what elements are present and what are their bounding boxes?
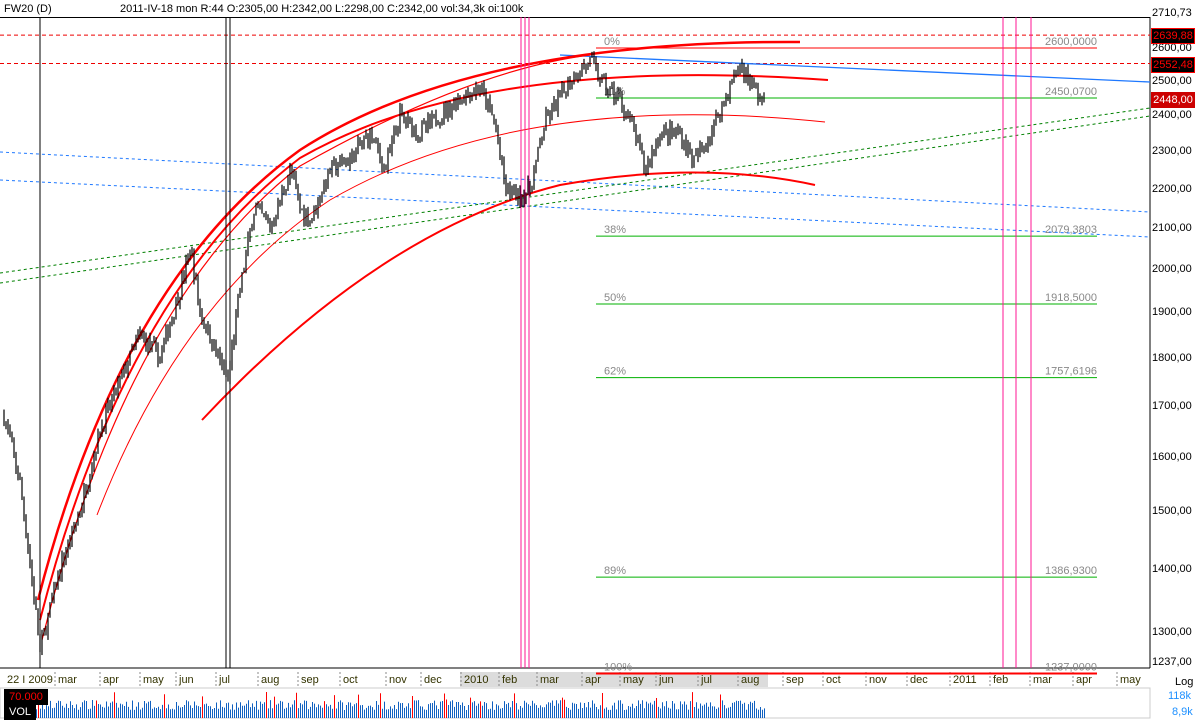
- y-tick-label: 1900,00: [1152, 306, 1192, 319]
- x-tick-label: sep: [301, 674, 319, 686]
- x-tick-label: 2011: [953, 674, 977, 686]
- y-tick-label: 2000,00: [1152, 262, 1192, 275]
- x-tick-label: may: [623, 674, 644, 686]
- green-dashed-trend-line: [0, 115, 1151, 284]
- y-tick-label: 1237,00: [1152, 656, 1192, 668]
- x-tick-label: feb: [502, 674, 518, 686]
- y-tick-label: 2400,00: [1152, 109, 1192, 122]
- price-badge: 2552,48: [1151, 56, 1195, 73]
- y-tick-label: 1300,00: [1152, 625, 1192, 638]
- blue-dashed-trend-line: [0, 179, 1151, 238]
- x-tick-label: may: [1120, 674, 1141, 686]
- date-axis-highlight: [460, 672, 768, 687]
- x-tick-label: jun: [659, 674, 674, 686]
- fib-value-label: 1757,6196: [1045, 366, 1097, 378]
- fib-percent-label: 100%: [604, 661, 632, 673]
- x-tick-label: aug: [741, 674, 760, 686]
- fib-value-label: 2450,0700: [1045, 86, 1097, 98]
- fib-percent-label: 0%: [604, 36, 620, 48]
- x-tick-label: jul: [219, 674, 231, 686]
- fib-percent-label: 89%: [604, 565, 626, 577]
- y-tick-label: 1400,00: [1152, 563, 1192, 576]
- fib-value-label: 1918,5000: [1045, 292, 1097, 304]
- symbol-label: FW20 (D): [4, 3, 52, 15]
- x-tick-label: mar: [540, 674, 559, 686]
- x-tick-label: aug: [261, 674, 280, 686]
- x-tick-label: apr: [103, 674, 119, 686]
- arc-line: [36, 40, 801, 601]
- volume-scale-min: 8,9k: [1172, 706, 1193, 718]
- blue-trend-line: [559, 54, 1151, 83]
- y-tick-label: 1800,00: [1152, 351, 1192, 364]
- x-tick-label: may: [143, 674, 164, 686]
- y-tick-label: 1500,00: [1152, 505, 1192, 518]
- x-tick-label: feb: [993, 674, 1009, 686]
- x-tick-label: nov: [869, 674, 887, 686]
- x-tick-label: nov: [389, 674, 407, 686]
- arc-line: [96, 114, 826, 516]
- arc-line: [201, 171, 816, 421]
- x-tick-label: apr: [585, 674, 601, 686]
- y-tick-label: 1700,00: [1152, 399, 1192, 412]
- fib-value-label: 1237,0000: [1045, 661, 1097, 673]
- x-tick-label: jul: [701, 674, 713, 686]
- x-tick-label: sep: [786, 674, 804, 686]
- bar-info: 2011-IV-18 mon R:44 O:2305,00 H:2342,00 …: [120, 3, 524, 15]
- fib-value-label: 2600,0000: [1045, 36, 1097, 48]
- x-tick-label: mar: [58, 674, 77, 686]
- x-tick-label: dec: [910, 674, 928, 686]
- fib-percent-label: 50%: [604, 292, 626, 304]
- fib-percent-label: 62%: [604, 366, 626, 378]
- chart-header: FW20 (D) 2011-IV-18 mon R:44 O:2305,00 H…: [0, 0, 1150, 18]
- volume-value-badge: 70.000: [4, 689, 48, 705]
- fib-value-label: 2079,3803: [1045, 224, 1097, 236]
- y-tick-label: 2200,00: [1152, 182, 1192, 195]
- x-tick-label: dec: [424, 674, 442, 686]
- y-tick-label: 2300,00: [1152, 145, 1192, 158]
- volume-scale-max: 118k: [1168, 690, 1192, 702]
- price-badge: 2448,00: [1151, 91, 1195, 108]
- price-badge: 2639,88: [1151, 28, 1195, 45]
- x-tick-label: 22 I 2009: [7, 674, 53, 686]
- y-tick-label: 1600,00: [1152, 450, 1192, 463]
- y-tick-label: 2500,00: [1152, 75, 1192, 88]
- x-tick-label: jun: [179, 674, 194, 686]
- x-tick-label: apr: [1076, 674, 1092, 686]
- fib-value-label: 1386,9300: [1045, 565, 1097, 577]
- y-tick-label: 2600,00: [1152, 42, 1192, 54]
- x-tick-label: oct: [826, 674, 841, 686]
- y-tick-label: 2710,73: [1152, 6, 1192, 19]
- x-tick-label: mar: [1033, 674, 1052, 686]
- x-tick-label: 2010: [464, 674, 489, 686]
- green-dashed-trend-line: [0, 107, 1151, 274]
- y-tick-label: 2100,00: [1152, 221, 1192, 234]
- log-scale-label: Log: [1175, 676, 1194, 688]
- x-tick-label: oct: [343, 674, 358, 686]
- volume-label: VOL: [4, 704, 36, 720]
- fib-percent-label: 38%: [604, 224, 626, 236]
- arc-line: [41, 54, 591, 641]
